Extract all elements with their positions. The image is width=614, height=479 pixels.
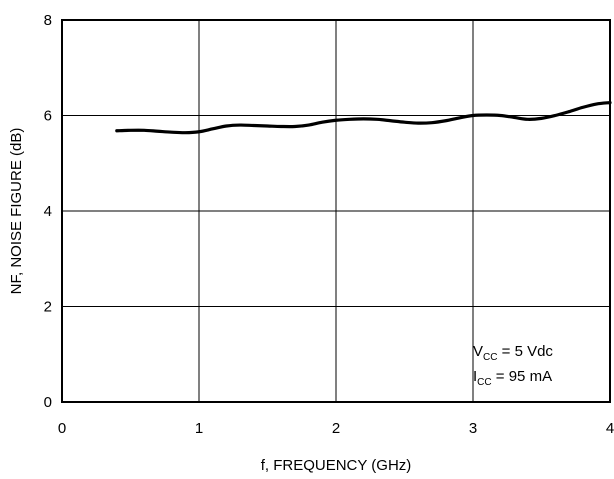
condition-annotation-1: ICC = 95 mA bbox=[473, 368, 552, 388]
y-tick-label-4: 8 bbox=[44, 12, 52, 29]
x-axis-label: f, FREQUENCY (GHz) bbox=[261, 457, 412, 474]
condition-annotations: VCC = 5 Vdc ICC = 95 mA bbox=[473, 343, 553, 388]
condition-annotation-0: VCC = 5 Vdc bbox=[473, 343, 553, 363]
x-tick-label-0: 0 bbox=[58, 420, 66, 437]
y-tick-label-1: 2 bbox=[44, 299, 52, 316]
x-tick-label-3: 3 bbox=[469, 420, 477, 437]
y-tick-label-0: 0 bbox=[44, 394, 52, 411]
y-tick-label-2: 4 bbox=[44, 203, 52, 220]
y-tick-labels: 0 2 4 6 8 bbox=[44, 12, 52, 411]
x-tick-label-2: 2 bbox=[332, 420, 340, 437]
y-tick-label-3: 6 bbox=[44, 108, 52, 125]
noise-figure-curve bbox=[115, 101, 612, 135]
x-tick-label-1: 1 bbox=[195, 420, 203, 437]
x-tick-labels: 0 1 2 3 4 bbox=[58, 420, 614, 437]
plot-frame bbox=[61, 19, 611, 403]
y-axis-label: NF, NOISE FIGURE (dB) bbox=[8, 128, 25, 295]
x-tick-label-4: 4 bbox=[606, 420, 614, 437]
